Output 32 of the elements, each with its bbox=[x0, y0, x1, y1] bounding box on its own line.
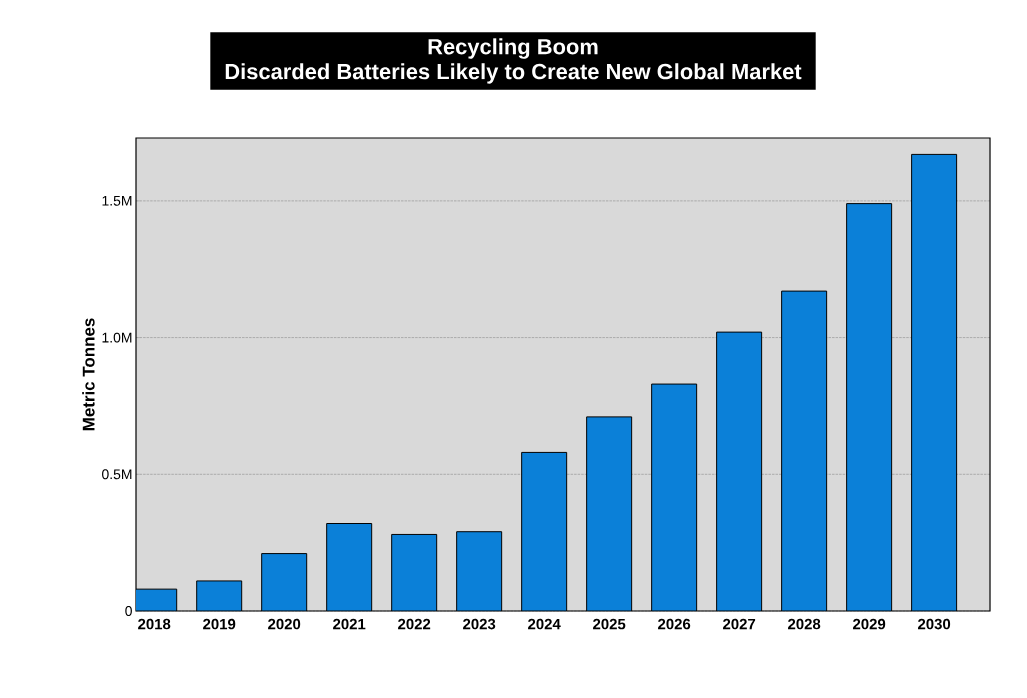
bar bbox=[716, 332, 762, 611]
x-tick-label: 2019 bbox=[203, 618, 236, 630]
x-tick-label: 2030 bbox=[918, 618, 951, 630]
x-tick-label: 2022 bbox=[398, 618, 431, 630]
bar bbox=[521, 452, 567, 611]
x-tick-label: 2029 bbox=[853, 618, 886, 630]
bar bbox=[196, 580, 242, 611]
x-tick-label: 2025 bbox=[593, 618, 626, 630]
bar bbox=[846, 203, 892, 611]
bar bbox=[326, 523, 372, 611]
chart-subtitle: Discarded Batteries Likely to Create New Global Market bbox=[225, 63, 802, 84]
x-tick-label: 2027 bbox=[723, 618, 756, 630]
x-tick-label: 2018 bbox=[138, 618, 171, 630]
x-tick-label: 2024 bbox=[528, 618, 561, 630]
x-tick-label: 2026 bbox=[658, 618, 691, 630]
y-tick-label: 1.0M bbox=[102, 332, 132, 343]
y-axis-title: Metric Tonnes bbox=[82, 318, 95, 431]
x-tick-label: 2020 bbox=[268, 618, 301, 630]
y-tick-label: 0.5M bbox=[102, 469, 132, 480]
y-tick-label: 1.5M bbox=[102, 196, 132, 206]
bar bbox=[651, 384, 697, 611]
x-tick-label: 2028 bbox=[788, 618, 821, 630]
x-tick-label: 2023 bbox=[463, 618, 496, 630]
bar bbox=[781, 291, 827, 611]
bar bbox=[456, 531, 502, 611]
x-tick-label: 2021 bbox=[333, 618, 366, 630]
bar bbox=[586, 416, 632, 611]
chart-title: Recycling Boom bbox=[428, 38, 598, 59]
y-tick-label: 0 bbox=[125, 606, 132, 616]
bar bbox=[911, 153, 958, 611]
bar bbox=[261, 553, 307, 611]
bar bbox=[391, 534, 437, 611]
